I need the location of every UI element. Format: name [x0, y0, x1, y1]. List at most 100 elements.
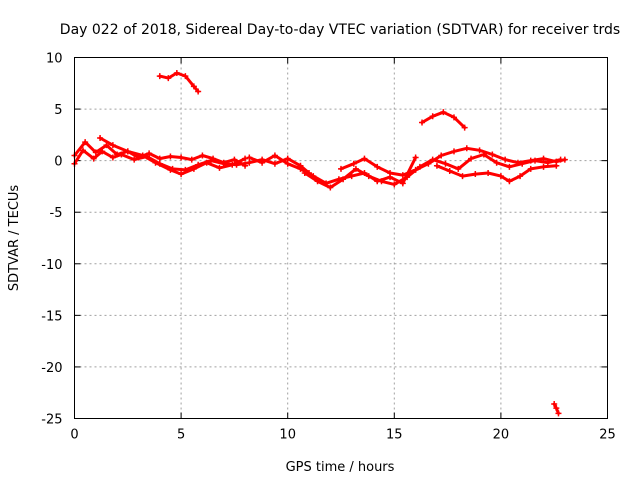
data-point — [340, 176, 347, 183]
data-point — [178, 171, 185, 178]
x-tick-label: 0 — [70, 428, 78, 443]
data-point — [352, 165, 359, 172]
data-series-line — [158, 71, 200, 93]
data-point — [374, 163, 381, 170]
y-tick-label: 5 — [54, 103, 62, 118]
data-point — [146, 150, 153, 157]
data-point — [231, 156, 238, 163]
x-tick-label: 20 — [493, 428, 510, 443]
data-point — [297, 165, 304, 172]
data-point — [506, 178, 513, 185]
data-point — [284, 160, 291, 167]
data-point — [506, 163, 513, 170]
data-point — [440, 109, 447, 116]
data-point — [514, 159, 521, 166]
data-point — [195, 88, 202, 95]
data-point — [412, 154, 419, 161]
y-tick-label: 0 — [54, 155, 62, 170]
data-point — [553, 162, 560, 169]
y-tick-label: 10 — [46, 52, 63, 67]
data-point — [555, 410, 562, 417]
data-point — [365, 173, 372, 180]
data-point — [338, 165, 344, 172]
x-axis-label: GPS time / hours — [286, 460, 395, 475]
data-point — [442, 160, 449, 167]
data-point — [450, 148, 457, 155]
y-tick-label: -25 — [41, 413, 62, 428]
data-point — [109, 154, 116, 161]
data-point — [246, 159, 253, 166]
data-point — [207, 157, 214, 164]
data-point — [455, 165, 462, 172]
data-point — [314, 178, 321, 185]
data-point — [301, 170, 308, 177]
data-point — [178, 154, 185, 161]
data-point — [156, 73, 163, 80]
data-point — [271, 152, 278, 159]
data-point — [190, 83, 197, 90]
data-point — [190, 165, 197, 172]
data-point — [399, 172, 406, 179]
data-point — [540, 155, 547, 162]
data-point — [271, 160, 278, 167]
data-point — [502, 156, 509, 163]
data-point — [165, 75, 172, 82]
data-point — [173, 69, 180, 76]
data-point — [361, 155, 368, 162]
data-point — [461, 124, 468, 131]
data-point — [476, 147, 483, 154]
data-point — [131, 156, 138, 163]
data-point — [459, 173, 466, 180]
data-point — [216, 164, 223, 171]
data-point — [167, 153, 174, 160]
plot-frame — [74, 57, 608, 419]
data-point — [118, 151, 125, 158]
data-point — [463, 145, 470, 152]
x-tick-label: 25 — [599, 428, 616, 443]
y-tick-label: -5 — [50, 206, 63, 221]
data-point — [412, 166, 419, 173]
data-point — [450, 114, 457, 121]
data-point — [429, 113, 436, 120]
data-point — [472, 171, 479, 178]
data-point — [540, 163, 547, 170]
chart-title: Day 022 of 2018, Sidereal Day-to-day VTE… — [60, 22, 620, 38]
data-point — [485, 170, 492, 177]
data-point — [242, 155, 249, 162]
x-tick-label: 15 — [386, 428, 403, 443]
grid-lines — [74, 57, 608, 419]
data-point — [284, 155, 291, 162]
x-tick-label: 5 — [177, 428, 185, 443]
data-point — [97, 134, 104, 141]
data-point — [493, 159, 500, 166]
data-point — [378, 178, 385, 185]
data-point — [188, 156, 195, 163]
y-tick-label: -20 — [41, 361, 62, 376]
data-point — [139, 152, 146, 159]
data-point — [124, 148, 131, 155]
data-point — [468, 155, 475, 162]
data-point — [551, 401, 558, 408]
data-point — [391, 181, 398, 188]
data-point — [99, 148, 106, 155]
axis-ticks: 0 5 10 15 20 25 10 5 0 -5 -10 -15 -20 -25 — [41, 52, 616, 443]
data-point — [438, 152, 445, 159]
data-point — [527, 165, 534, 172]
data-point — [82, 139, 89, 146]
data-point — [527, 157, 534, 164]
data-point — [156, 155, 163, 162]
y-tick-label: -10 — [41, 258, 62, 273]
data-point — [246, 154, 253, 161]
data-point — [433, 162, 440, 169]
data-point — [561, 156, 568, 163]
data-point — [152, 159, 159, 166]
data-point — [419, 119, 426, 126]
data-point — [90, 155, 97, 162]
data-point — [446, 167, 453, 174]
data-point — [553, 405, 560, 412]
data-point — [167, 166, 174, 173]
data-point — [387, 170, 394, 177]
data-point — [399, 180, 406, 187]
data-point — [182, 73, 189, 80]
